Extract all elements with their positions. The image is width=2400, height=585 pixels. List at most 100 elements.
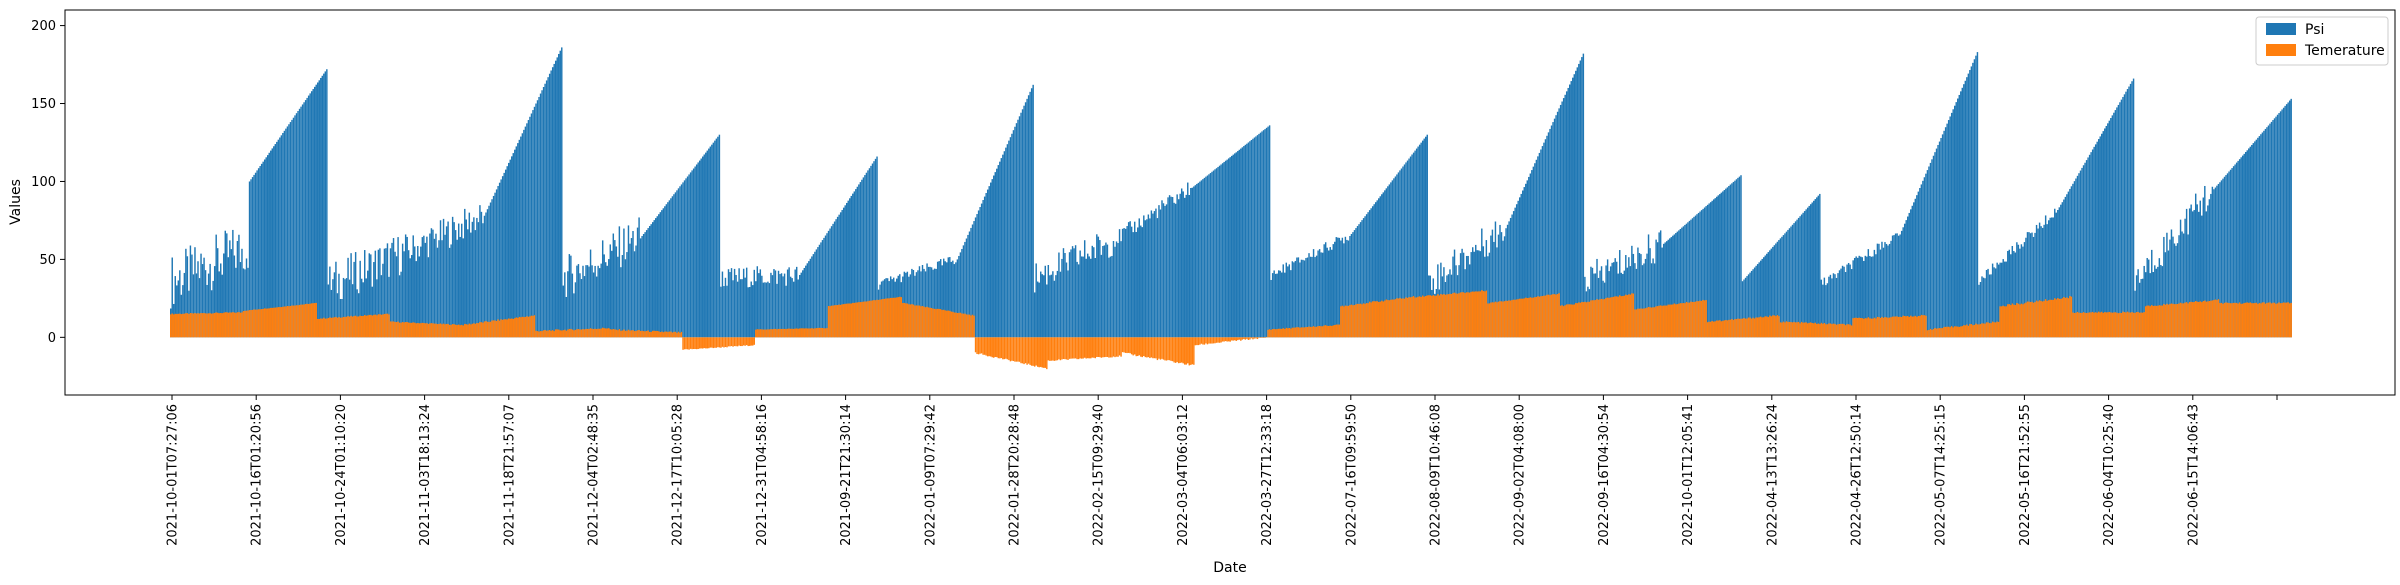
temperature-bar bbox=[2099, 312, 2101, 338]
temperature-bar bbox=[1681, 303, 1683, 338]
psi-bar bbox=[1415, 148, 1418, 338]
temperature-bar bbox=[1250, 337, 1253, 339]
temperature-bar bbox=[354, 315, 357, 338]
temperature-bar bbox=[949, 310, 951, 338]
psi-bar bbox=[1685, 223, 1688, 338]
x-tick-label: 2021-11-03T18:13:24 bbox=[418, 404, 433, 546]
temperature-bar bbox=[213, 313, 216, 338]
temperature-bar bbox=[527, 316, 530, 338]
temperature-bar bbox=[2235, 302, 2238, 338]
psi-bar bbox=[1805, 209, 1807, 338]
psi-bar bbox=[668, 200, 671, 338]
temperature-bar bbox=[1709, 321, 1712, 338]
psi-bar bbox=[648, 226, 651, 338]
psi-bar bbox=[1529, 173, 1532, 338]
temperature-bar bbox=[936, 308, 939, 338]
psi-bar bbox=[1970, 66, 1973, 338]
psi-bar bbox=[1346, 239, 1348, 338]
temperature-bar bbox=[692, 337, 695, 350]
temperature-bar bbox=[226, 312, 228, 338]
psi-bar bbox=[1268, 125, 1271, 338]
temperature-bar bbox=[1623, 295, 1626, 338]
psi-bar bbox=[1206, 175, 1209, 338]
temperature-bar bbox=[1328, 325, 1330, 338]
temperature-bar bbox=[1646, 307, 1648, 338]
psi-bar bbox=[401, 243, 404, 338]
psi-bar bbox=[1722, 191, 1724, 338]
psi-bar bbox=[1376, 200, 1378, 338]
temperature-bar bbox=[930, 308, 933, 338]
psi-bar bbox=[1640, 254, 1642, 338]
temperature-bar bbox=[260, 309, 263, 338]
temperature-bar bbox=[1514, 299, 1516, 338]
psi-bar bbox=[1667, 239, 1669, 338]
psi-bar bbox=[382, 263, 384, 338]
psi-bar bbox=[2223, 176, 2226, 338]
temperature-bar bbox=[1520, 298, 1522, 338]
psi-bar bbox=[999, 161, 1001, 338]
temperature-bar bbox=[1570, 304, 1572, 338]
temperature-bar bbox=[827, 306, 830, 338]
temperature-bar bbox=[1262, 337, 1265, 338]
psi-bar bbox=[1384, 190, 1386, 338]
temperature-bar bbox=[2202, 301, 2205, 338]
temperature-bar bbox=[218, 313, 220, 338]
temperature-bar bbox=[1127, 337, 1130, 353]
psi-bar bbox=[1043, 275, 1045, 338]
temperature-bar bbox=[373, 314, 375, 338]
temperature-bar bbox=[389, 321, 392, 338]
temperature-bar bbox=[1578, 302, 1580, 338]
temperature-bar bbox=[1594, 300, 1597, 338]
psi-bar bbox=[582, 265, 584, 338]
temperature-bar bbox=[824, 328, 827, 338]
temperature-bar bbox=[259, 309, 261, 338]
psi-bar bbox=[568, 254, 571, 338]
temperature-bar bbox=[1693, 301, 1695, 338]
temperature-bar bbox=[1394, 299, 1397, 338]
psi-bar bbox=[1105, 242, 1107, 338]
temperature-bar bbox=[404, 322, 407, 338]
psi-bar bbox=[461, 223, 463, 338]
psi-bar bbox=[1723, 190, 1726, 338]
temperature-bar bbox=[909, 304, 912, 338]
temperature-bar bbox=[1082, 337, 1084, 359]
psi-bar bbox=[1885, 243, 1888, 338]
psi-bar bbox=[1869, 255, 1871, 338]
temperature-bar bbox=[444, 324, 446, 338]
temperature-bar bbox=[2210, 300, 2212, 338]
temperature-bar bbox=[749, 337, 751, 346]
psi-bar bbox=[2105, 125, 2108, 338]
psi-bar bbox=[1531, 170, 1533, 338]
temperature-bar bbox=[2260, 303, 2262, 338]
psi-bar bbox=[191, 254, 193, 338]
psi-bar bbox=[1061, 258, 1063, 338]
psi-bar bbox=[1329, 247, 1331, 338]
psi-bar bbox=[1029, 91, 1031, 338]
psi-bar bbox=[221, 274, 223, 338]
psi-bar bbox=[518, 139, 521, 338]
psi-bar bbox=[220, 263, 222, 338]
temperature-bar bbox=[1954, 326, 1956, 338]
psi-bar bbox=[1526, 180, 1528, 338]
temperature-bar bbox=[341, 317, 343, 338]
psi-bar bbox=[650, 224, 652, 338]
psi-bar bbox=[310, 91, 313, 338]
temperature-bar bbox=[2044, 299, 2047, 338]
temperature-bar bbox=[1018, 337, 1021, 362]
temperature-bar bbox=[254, 309, 257, 338]
psi-bar bbox=[494, 192, 496, 338]
psi-bar bbox=[859, 182, 862, 338]
temperature-bar bbox=[1470, 291, 1472, 338]
temperature-bar bbox=[1234, 337, 1236, 341]
psi-bar bbox=[1894, 233, 1897, 338]
psi-bar bbox=[1397, 172, 1400, 338]
temperature-bar bbox=[2054, 298, 2056, 338]
temperature-bar bbox=[1461, 292, 1463, 338]
temperature-bar bbox=[559, 330, 561, 338]
temperature-bar bbox=[533, 315, 536, 338]
temperature-bar bbox=[817, 327, 819, 338]
psi-bar bbox=[670, 198, 672, 338]
temperature-bar bbox=[367, 315, 369, 338]
temperature-bar bbox=[241, 312, 243, 338]
temperature-bar bbox=[1620, 296, 1622, 338]
